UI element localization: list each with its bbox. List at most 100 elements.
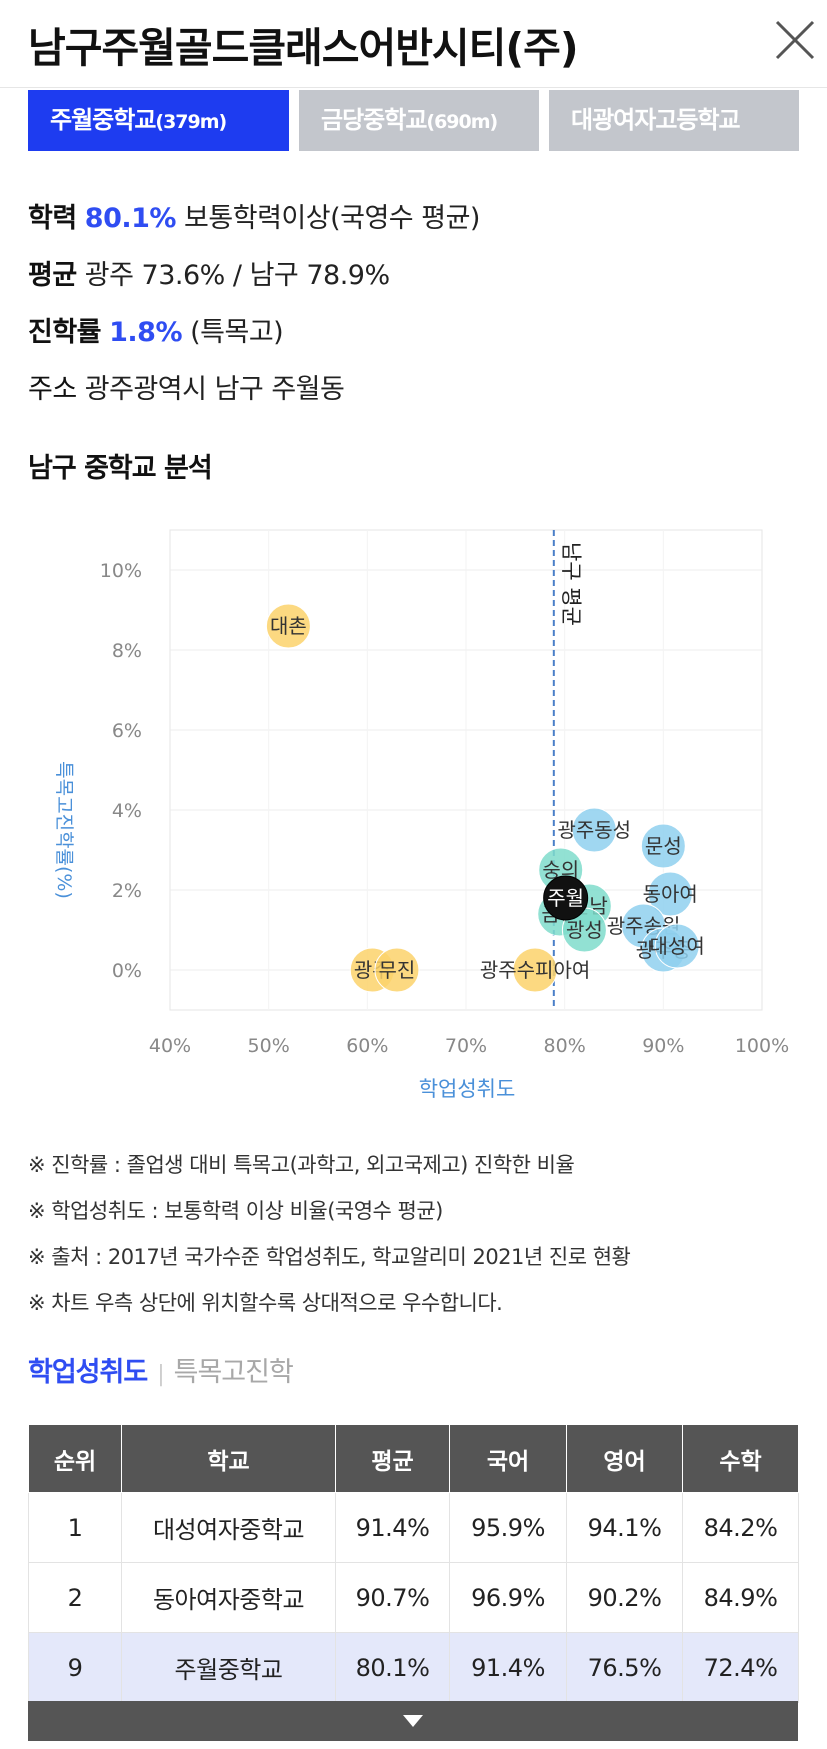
point-label: 광성 <box>566 918 603 942</box>
point-marker <box>543 875 589 921</box>
table-cell: 84.9% <box>682 1562 799 1633</box>
tab-school-distance: (690m) <box>426 111 498 133</box>
data-point[interactable]: 대촌 <box>265 603 311 649</box>
x-tick-label: 100% <box>735 1035 789 1057</box>
page-title: 남구주월골드클래스어반시티(주) <box>28 24 579 72</box>
table-cell: 주월중학교 <box>121 1632 336 1703</box>
tab-school-name: 주월중학교 <box>50 106 156 134</box>
note-line: ※ 진학률 : 졸업생 대비 특목고(과학고, 외고국제고) 진학한 비율 <box>28 1153 575 1177</box>
point-marker <box>640 823 686 869</box>
table-cell: 95.9% <box>449 1492 567 1563</box>
header: 남구주월골드클래스어반시티(주) <box>0 0 827 88</box>
data-point[interactable]: 무진 <box>374 947 420 993</box>
data-point[interactable]: 문성 <box>640 823 686 869</box>
tab-school-name: 대광여자고등학교 <box>571 106 741 134</box>
y-tick-label: 10% <box>100 560 142 582</box>
table-cell: 동아여자중학교 <box>121 1562 336 1633</box>
analysis-title: 남구 중학교 분석 <box>28 453 213 484</box>
table-cell: 대성여자중학교 <box>121 1492 336 1563</box>
tab-school-distance: (379m) <box>155 111 227 133</box>
table-cell: 91.4% <box>335 1492 450 1563</box>
close-icon <box>775 20 815 60</box>
y-tick-label: 4% <box>112 800 142 822</box>
data-point[interactable]: 대성여 <box>650 923 705 969</box>
table-cell: 2 <box>28 1562 122 1633</box>
info-label: 평균 <box>28 260 77 291</box>
point-marker <box>374 947 420 993</box>
info-label: 주소 <box>28 374 77 405</box>
table-cell: 84.2% <box>682 1492 799 1563</box>
point-label: 문성 <box>645 834 682 858</box>
table-row-current-school: 9 주월중학교 80.1% 91.4% 76.5% 72.4% <box>28 1632 799 1703</box>
data-point[interactable]: 광주수피아여 <box>480 947 590 993</box>
note-line: ※ 학업성취도 : 보통학력 이상 비율(국영수 평균) <box>28 1199 443 1223</box>
point-label: 무진 <box>379 958 416 982</box>
column-header: 순위 <box>28 1424 122 1493</box>
point-label: 주월 <box>547 886 584 910</box>
info-desc: (특목고) <box>190 317 284 348</box>
x-tick-label: 50% <box>248 1035 290 1057</box>
table-cell: 9 <box>28 1632 122 1703</box>
table-row: 2 동아여자중학교 90.7% 96.9% 90.2% 84.9% <box>28 1562 799 1633</box>
x-tick-label: 80% <box>544 1035 586 1057</box>
table-cell: 72.4% <box>682 1632 799 1703</box>
show-more-button[interactable] <box>28 1701 798 1741</box>
scatter-chart: 남구 평균 0% 2% 4% 6% 8% 10% 40% 50% 60% 70% 80% 90% 100… <box>0 500 827 1120</box>
table-row: 1 대성여자중학교 91.4% 95.9% 94.1% 84.2% <box>28 1492 799 1563</box>
data-point[interactable]: 광주동성 <box>557 807 631 853</box>
achievement-value: 80.1% <box>84 203 177 234</box>
point-label: 대성여 <box>650 934 705 958</box>
school-tabs: 주월중학교(379m) 금당중학교(690m) 대광여자고등학교 <box>28 90 799 151</box>
point-marker <box>265 603 311 649</box>
point-label: 대촌 <box>270 614 307 638</box>
table-cell: 1 <box>28 1492 122 1563</box>
column-header: 평균 <box>335 1424 450 1493</box>
data-point[interactable]: 동아여 <box>643 871 698 917</box>
x-tick-label: 60% <box>346 1035 388 1057</box>
column-header: 영어 <box>566 1424 683 1493</box>
info-label: 진학률 <box>28 317 102 348</box>
point-marker <box>571 807 617 853</box>
y-tick-label: 6% <box>112 720 142 742</box>
tab-school-3[interactable]: 대광여자고등학교 <box>549 90 799 151</box>
y-tick-label: 8% <box>112 640 142 662</box>
info-desc: 광주 73.6% / 남구 78.9% <box>84 260 390 291</box>
advancement-value: 1.8% <box>109 317 183 348</box>
table-cell: 94.1% <box>566 1492 683 1563</box>
info-achievement: 학력 80.1% 보통학력이상(국영수 평균) <box>28 196 480 235</box>
y-axis-label: 특목고진학률(%) <box>53 761 75 899</box>
subtab-divider: | <box>157 1362 164 1387</box>
info-label: 학력 <box>28 203 77 234</box>
note-line: ※ 출처 : 2017년 국가수준 학업성취도, 학교알리미 2021년 진로 … <box>28 1245 631 1269</box>
note-line: ※ 차트 우측 상단에 위치할수록 상대적으로 우수합니다. <box>28 1291 503 1315</box>
table-cell: 90.7% <box>335 1562 450 1633</box>
column-header: 학교 <box>121 1424 336 1493</box>
x-tick-label: 90% <box>642 1035 684 1057</box>
tab-advancement[interactable]: 특목고진학 <box>173 1357 294 1388</box>
notes: ※ 진학률 : 졸업생 대비 특목고(과학고, 외고국제고) 진학한 비율 ※ … <box>28 1142 808 1326</box>
close-button[interactable] <box>773 18 817 62</box>
y-tick-label: 0% <box>112 960 142 982</box>
tab-school-2[interactable]: 금당중학교(690m) <box>299 90 539 151</box>
column-header: 수학 <box>682 1424 799 1493</box>
table-cell: 91.4% <box>449 1632 567 1703</box>
info-address: 주소 광주광역시 남구 주월동 <box>28 367 345 406</box>
info-average: 평균 광주 73.6% / 남구 78.9% <box>28 253 390 292</box>
point-label: 광주수피아여 <box>480 958 590 982</box>
tab-school-1[interactable]: 주월중학교(379m) <box>28 90 289 151</box>
ranking-subtabs: 학업성취도 | 특목고진학 <box>28 1350 294 1389</box>
tab-school-name: 금당중학교 <box>321 106 427 134</box>
data-point[interactable]: 주월 <box>543 875 589 921</box>
table-cell: 96.9% <box>449 1562 567 1633</box>
tab-achievement[interactable]: 학업성취도 <box>28 1357 148 1388</box>
table-cell: 76.5% <box>566 1632 683 1703</box>
info-desc: 보통학력이상(국영수 평균) <box>184 203 480 234</box>
x-tick-label: 40% <box>149 1035 191 1057</box>
x-axis-label: 학업성취도 <box>419 1077 516 1101</box>
info-desc: 광주광역시 남구 주월동 <box>84 374 345 405</box>
data-point[interactable]: 광성 <box>561 907 607 953</box>
column-header: 국어 <box>449 1424 567 1493</box>
table-header-row: 순위 학교 평균 국어 영어 수학 <box>28 1424 799 1493</box>
point-marker <box>654 923 700 969</box>
reference-line-label: 남구 평균 <box>559 542 583 626</box>
